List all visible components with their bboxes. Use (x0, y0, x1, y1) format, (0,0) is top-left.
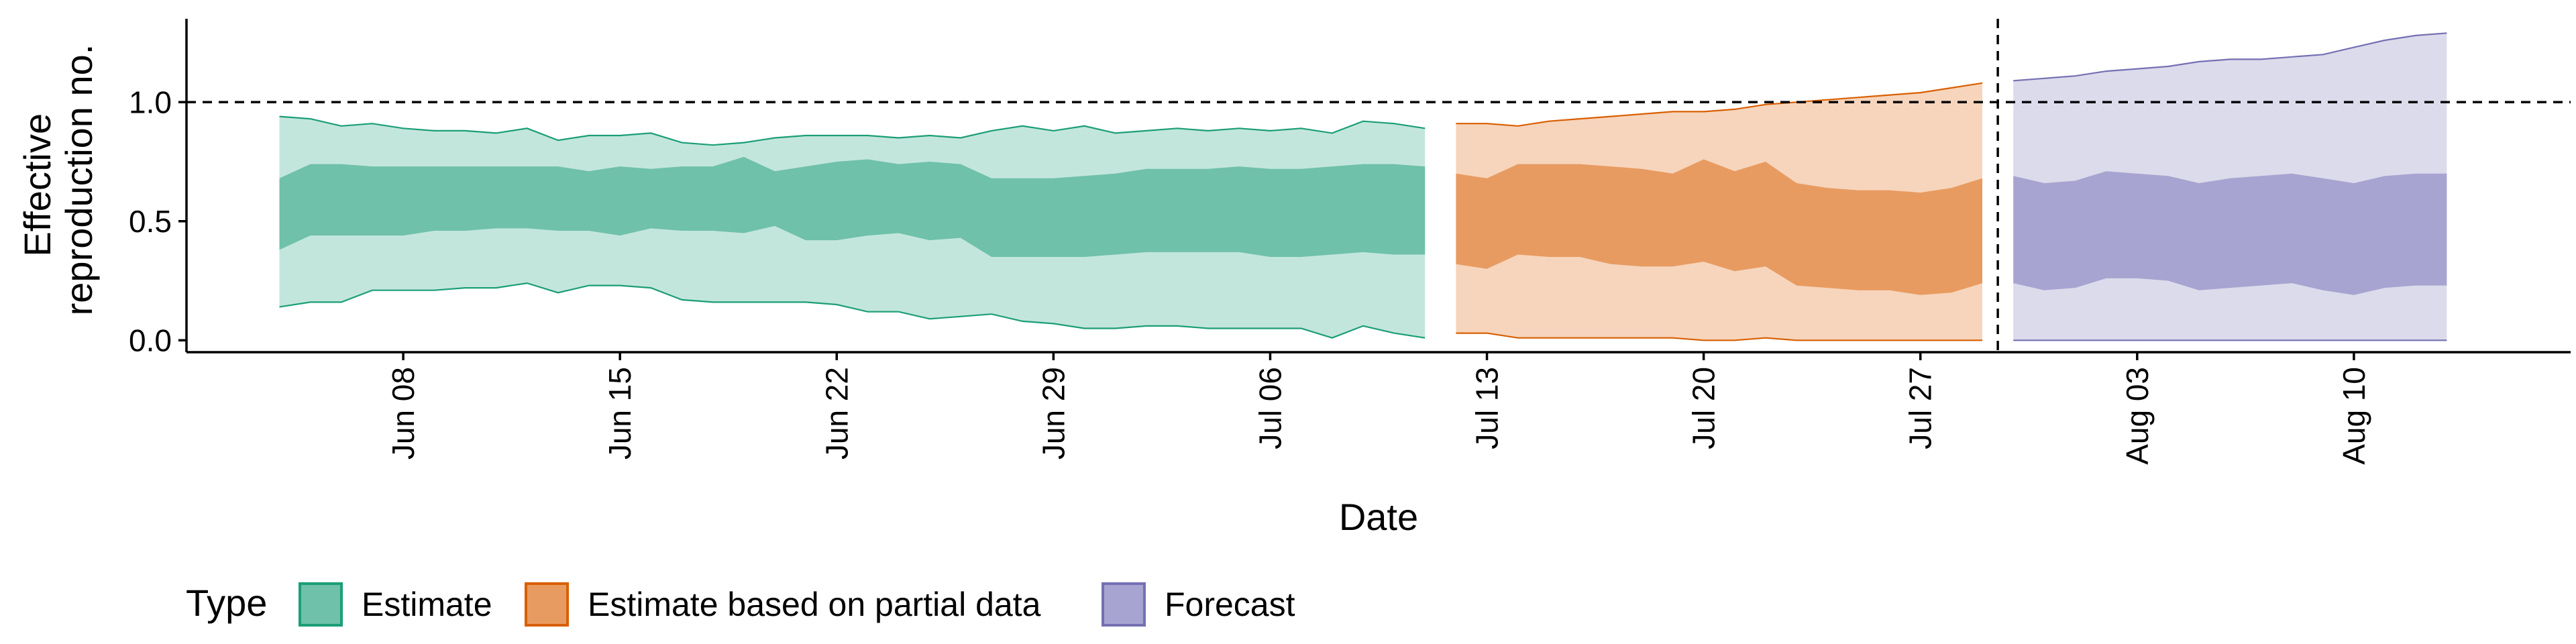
legend: Type Estimate Estimate based on partial d… (186, 582, 1295, 627)
x-tick-label: Jul 20 (1686, 367, 1721, 449)
upper-edge-series-2 (2013, 32, 2447, 82)
legend-key-1 (525, 582, 569, 627)
x-tick-label: Jul 06 (1253, 367, 1288, 449)
tick-labels: 0.0 0.5 1.0 Jun 08 Jun 15 Jun 22 Jun 29 Jul 06 J… (129, 85, 2371, 465)
band-inner-series-0 (279, 156, 1426, 257)
y-tick-label: 0.5 (129, 204, 172, 239)
legend-label-1: Estimate based on partial data (588, 586, 1041, 623)
lower-edge-series-0 (279, 282, 1426, 339)
y-axis-title: Effective reproduction no. (16, 44, 100, 316)
legend-key-0 (299, 582, 343, 627)
ribbon-bands (279, 32, 2447, 341)
axes (178, 19, 2571, 360)
x-tick-label: Jun 08 (386, 367, 421, 460)
x-tick-label: Jul 13 (1470, 367, 1505, 449)
y-axis-title-line-1: Effective (16, 113, 58, 257)
x-tick-label: Aug 03 (2120, 367, 2155, 465)
x-axis-title: Date (1339, 496, 1418, 538)
x-tick-label: Jul 27 (1903, 367, 1938, 449)
legend-title: Type (186, 582, 267, 624)
upper-edge-series-1 (1456, 82, 1983, 127)
x-tick-label: Jun 22 (819, 367, 854, 460)
legend-label-0: Estimate (362, 586, 492, 623)
x-tick-label: Jun 29 (1036, 367, 1071, 460)
band-inner-series-1 (1456, 159, 1982, 295)
y-tick-label: 1.0 (129, 85, 172, 119)
x-tick-label: Aug 10 (2337, 367, 2371, 465)
upper-edge-series-0 (279, 115, 1426, 146)
lower-edge-series-1 (1456, 332, 1982, 341)
reference-lines (186, 19, 2571, 352)
legend-label-2: Forecast (1165, 586, 1295, 623)
x-tick-label: Jun 15 (602, 367, 637, 460)
y-tick-label: 0.0 (129, 323, 172, 358)
y-axis-title-line-2: reproduction no. (58, 44, 100, 316)
band-inner-series-2 (2013, 171, 2447, 295)
legend-key-2 (1102, 582, 1146, 627)
